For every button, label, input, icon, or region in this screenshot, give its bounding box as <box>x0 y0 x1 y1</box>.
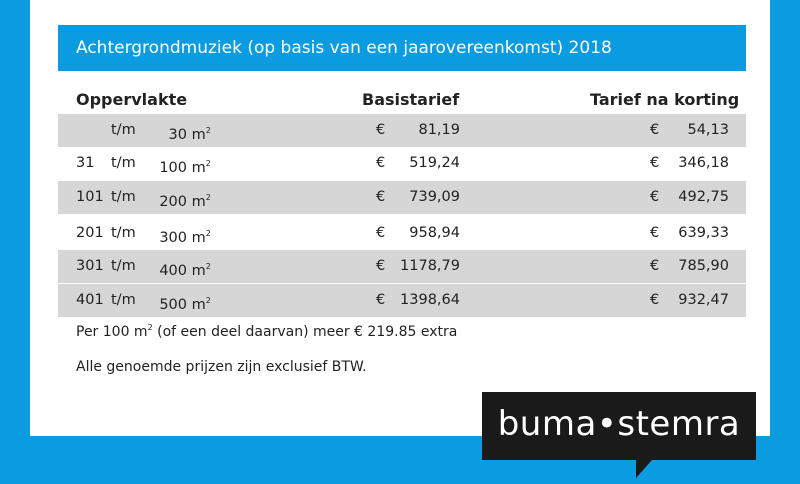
area-to-value: 300 <box>159 230 187 246</box>
unit: m <box>191 127 206 143</box>
area-to: 400 m2 <box>151 250 211 288</box>
currency-discount: € <box>650 258 660 274</box>
header-base: Basistarief <box>362 90 460 109</box>
table-row: 31 t/m 100 m2 € 519,24 € 346,18 <box>58 147 746 180</box>
table-row: 101 t/m 200 m2 € 739,09 € 492,75 <box>58 181 746 214</box>
unit-sup: 2 <box>205 126 211 135</box>
tariff-card: Achtergrondmuziek (op basis van een jaar… <box>30 0 770 436</box>
vat-note: Alle genoemde prijzen zijn exclusief BTW… <box>76 359 367 375</box>
area-to-value: 500 <box>159 297 187 313</box>
discount-value: 492,75 <box>678 189 729 205</box>
area-to: 300 m2 <box>151 217 211 255</box>
table-row: 301 t/m 400 m2 € 1178,79 € 785,90 <box>58 250 746 283</box>
discount-value: 639,33 <box>678 225 729 241</box>
currency-base: € <box>376 258 386 274</box>
extra-note-suffix: (of een deel daarvan) meer € 219.85 extr… <box>152 324 458 340</box>
unit: m <box>191 297 206 313</box>
table-row: 401 t/m 500 m2 € 1398,64 € 932,47 <box>58 284 746 317</box>
extra-note: Per 100 m2 (of een deel daarvan) meer € … <box>76 323 457 340</box>
header-area: Oppervlakte <box>76 90 188 109</box>
area-to-value: 30 <box>168 127 187 143</box>
area-tm: t/m <box>111 258 136 274</box>
area-to: 100 m2 <box>151 147 211 185</box>
discount-value: 932,47 <box>678 292 729 308</box>
unit-sup: 2 <box>205 159 211 168</box>
currency-base: € <box>376 155 386 171</box>
base-value: 958,94 <box>409 225 460 241</box>
base-value: 739,09 <box>409 189 460 205</box>
area-from: 301 <box>76 258 104 274</box>
area-tm: t/m <box>111 225 136 241</box>
area-to-value: 200 <box>159 194 187 210</box>
base-value: 519,24 <box>409 155 460 171</box>
table-row: t/m 30 m2 € 81,19 € 54,13 <box>58 114 746 147</box>
currency-discount: € <box>650 225 660 241</box>
unit-sup: 2 <box>205 229 211 238</box>
unit: m <box>191 194 206 210</box>
currency-base: € <box>376 189 386 205</box>
currency-discount: € <box>650 189 660 205</box>
discount-value: 54,13 <box>687 122 729 138</box>
area-to: 30 m2 <box>151 114 211 152</box>
base-value: 1398,64 <box>400 292 460 308</box>
base-value: 1178,79 <box>400 258 460 274</box>
area-from: 31 <box>76 155 95 171</box>
currency-base: € <box>376 225 386 241</box>
area-to: 500 m2 <box>151 284 211 322</box>
area-to-value: 100 <box>159 160 187 176</box>
extra-note-sup: 2 <box>147 323 153 332</box>
area-from: 201 <box>76 225 104 241</box>
area-tm: t/m <box>111 122 136 138</box>
unit-sup: 2 <box>205 262 211 271</box>
logo-text: buma•stemra <box>497 404 741 444</box>
currency-discount: € <box>650 122 660 138</box>
area-tm: t/m <box>111 155 136 171</box>
unit: m <box>191 160 206 176</box>
currency-discount: € <box>650 155 660 171</box>
area-from: 401 <box>76 292 104 308</box>
discount-value: 346,18 <box>678 155 729 171</box>
area-to-value: 400 <box>159 263 187 279</box>
area-tm: t/m <box>111 292 136 308</box>
unit: m <box>191 230 206 246</box>
table-row: 201 t/m 300 m2 € 958,94 € 639,33 <box>58 217 746 250</box>
currency-base: € <box>376 122 386 138</box>
unit: m <box>191 263 206 279</box>
area-to: 200 m2 <box>151 181 211 219</box>
currency-base: € <box>376 292 386 308</box>
header-discount: Tarief na korting <box>590 90 740 109</box>
base-value: 81,19 <box>418 122 460 138</box>
extra-note-prefix: Per 100 m <box>76 324 148 340</box>
buma-stemra-logo: buma•stemra <box>482 392 756 460</box>
currency-discount: € <box>650 292 660 308</box>
unit-sup: 2 <box>205 296 211 305</box>
discount-value: 785,90 <box>678 258 729 274</box>
unit-sup: 2 <box>205 193 211 202</box>
area-from: 101 <box>76 189 104 205</box>
table-title: Achtergrondmuziek (op basis van een jaar… <box>58 25 746 71</box>
logo-speech-tail <box>636 460 652 478</box>
area-tm: t/m <box>111 189 136 205</box>
